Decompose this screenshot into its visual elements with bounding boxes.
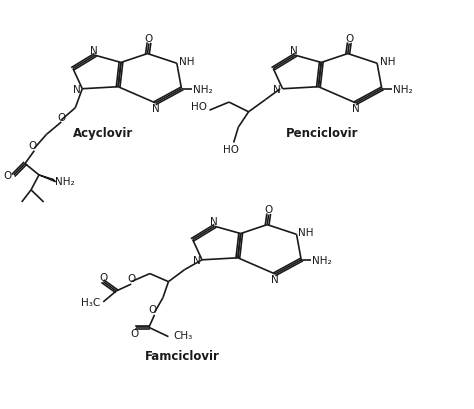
Text: NH₂: NH₂ [312,255,332,265]
Text: N: N [271,274,279,285]
Text: N: N [352,104,360,114]
Text: O: O [127,274,135,284]
Text: Acyclovir: Acyclovir [73,126,133,139]
Text: N: N [192,255,201,265]
Text: N: N [291,46,298,56]
Text: O: O [145,34,153,44]
Text: O: O [57,112,65,122]
Text: NH₂: NH₂ [192,85,212,94]
Polygon shape [39,175,55,182]
Text: O: O [148,304,156,315]
Text: CH₃: CH₃ [174,330,193,340]
Text: N: N [90,46,98,56]
Text: NH: NH [298,227,314,237]
Text: Penciclovir: Penciclovir [286,126,358,139]
Text: O: O [3,171,11,180]
Text: H₃C: H₃C [81,297,100,307]
Text: HO: HO [223,144,239,154]
Text: NH₂: NH₂ [393,85,412,94]
Text: O: O [99,272,108,282]
Text: NH: NH [179,57,195,67]
Text: NH: NH [380,57,395,67]
Text: O: O [345,34,353,44]
Text: O: O [130,328,138,339]
Text: N: N [273,85,281,94]
Text: N: N [210,217,218,227]
Text: HO: HO [191,102,207,112]
Text: O: O [28,141,36,151]
Text: NH₂: NH₂ [55,177,75,187]
Text: N: N [73,85,81,94]
Text: N: N [152,104,159,114]
Text: Famciclovir: Famciclovir [145,349,220,362]
Text: O: O [264,205,273,215]
